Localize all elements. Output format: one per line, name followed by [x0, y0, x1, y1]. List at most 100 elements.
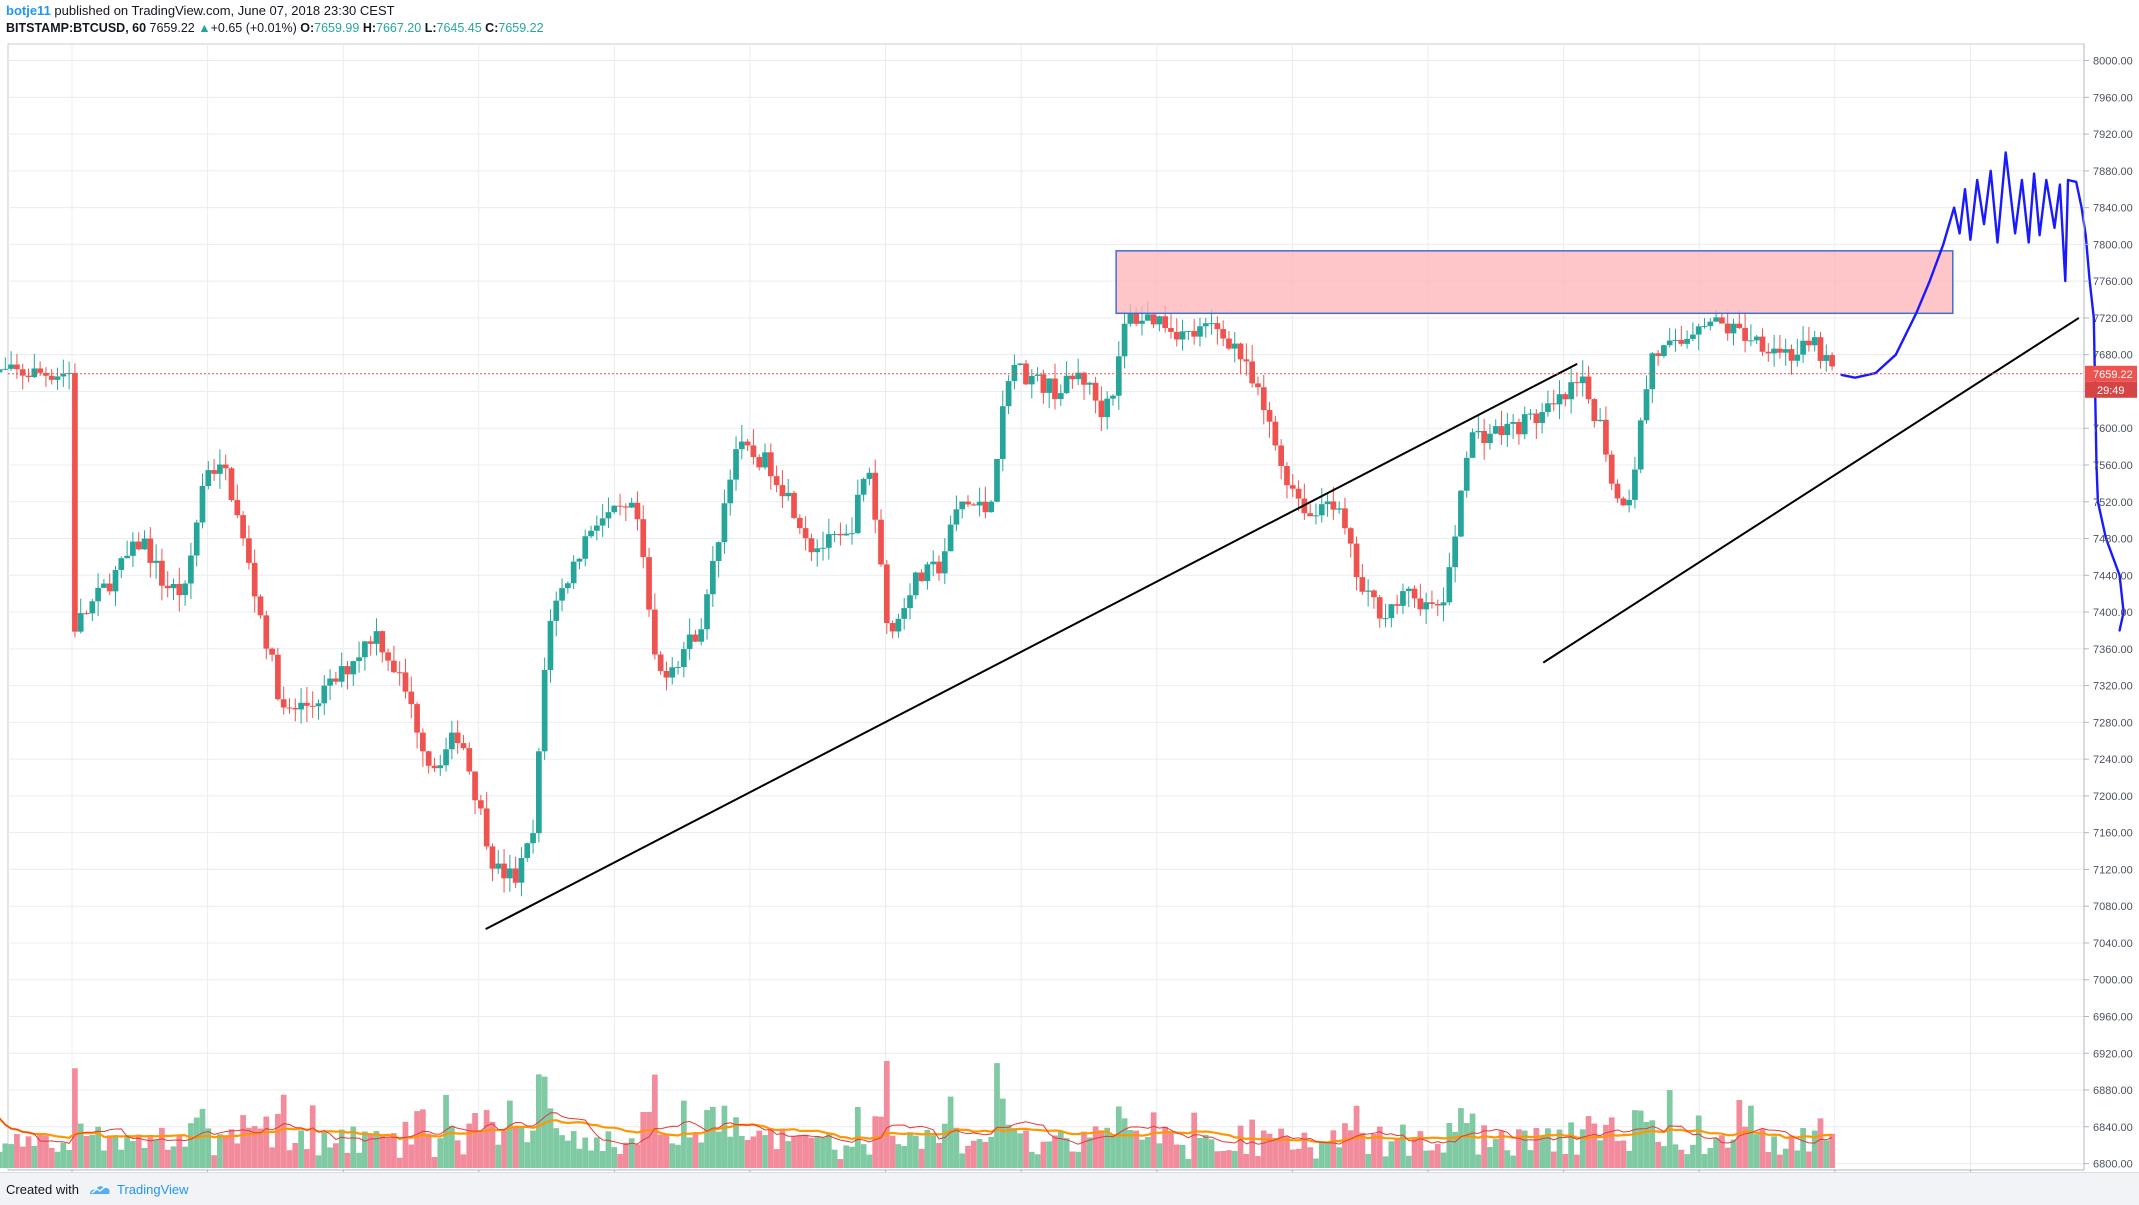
- volume-bar: [820, 1137, 826, 1168]
- volume-bar: [611, 1147, 618, 1168]
- candle-body: [1545, 403, 1551, 413]
- volume-bar: [1672, 1144, 1679, 1168]
- candle-body: [315, 703, 322, 707]
- volume-bar: [72, 1068, 78, 1168]
- volume-bar: [25, 1136, 32, 1168]
- volume-bar: [675, 1144, 681, 1168]
- candle-body: [878, 519, 884, 565]
- candle-body: [1011, 364, 1018, 382]
- volume-bar: [715, 1131, 722, 1168]
- volume-bar: [663, 1134, 670, 1168]
- candle-body: [222, 464, 229, 469]
- price-chart[interactable]: 6800.00 6840.00 6880.00 6920.00 6960.00 7000.…: [0, 40, 2139, 1172]
- time-axis[interactable]: 262728293031Jun23456789: [8, 1169, 2084, 1172]
- volume-bar: [1301, 1132, 1308, 1168]
- candle-body: [1556, 394, 1563, 405]
- author-link[interactable]: botje11: [6, 3, 51, 18]
- candle-body: [1829, 355, 1835, 367]
- volume-bar: [593, 1137, 600, 1168]
- candle-body: [698, 629, 705, 642]
- candle-body: [1655, 353, 1661, 357]
- volume-bar: [1330, 1130, 1337, 1168]
- volume-bar: [217, 1134, 223, 1168]
- candle-body: [344, 666, 351, 675]
- candle-body: [420, 732, 426, 752]
- volume-bar: [1150, 1112, 1157, 1168]
- volume-bar: [495, 1144, 502, 1168]
- volume-bar: [1185, 1158, 1192, 1168]
- volume-bar: [1614, 1141, 1621, 1168]
- volume-bar: [1765, 1152, 1772, 1168]
- volume-bar: [460, 1154, 467, 1168]
- candle-body: [704, 594, 710, 630]
- candle-body: [1365, 590, 1371, 592]
- candle-body: [1394, 604, 1400, 606]
- price-tick-label: 7000.00: [2093, 975, 2133, 987]
- volume-bar: [1092, 1126, 1099, 1168]
- candle-body: [443, 749, 449, 766]
- candle-body: [1168, 328, 1174, 332]
- volume-bar: [315, 1155, 322, 1168]
- countdown-badge-bg: [2085, 381, 2137, 398]
- volume-bar: [1371, 1133, 1377, 1168]
- volume-bar: [1527, 1150, 1534, 1168]
- price-axis[interactable]: 6800.00 6840.00 6880.00 6920.00 6960.00 7000.…: [2083, 44, 2133, 1171]
- tradingview-brand-link[interactable]: TradingView: [117, 1182, 189, 1197]
- candle-body: [118, 558, 125, 570]
- volume-bar: [1336, 1147, 1343, 1168]
- volume-bar: [1040, 1141, 1047, 1168]
- volume-bar: [1539, 1135, 1545, 1168]
- candle-body: [1695, 326, 1702, 335]
- candle-body: [820, 547, 826, 549]
- candle-body: [1597, 419, 1603, 422]
- candle-body: [362, 641, 368, 658]
- volume-bar: [1632, 1110, 1638, 1168]
- candle-body: [762, 452, 768, 468]
- candle-body: [391, 660, 397, 673]
- candle-body: [1063, 375, 1070, 394]
- candle-body: [1440, 602, 1447, 606]
- volume-bar: [1023, 1130, 1029, 1168]
- price-tick-label: 6920.00: [2093, 1048, 2133, 1060]
- volume-bar: [101, 1150, 107, 1168]
- candle-body: [1666, 340, 1673, 346]
- candle-body: [483, 808, 490, 847]
- candle-body: [889, 623, 896, 632]
- candle-body: [837, 533, 844, 536]
- volume-bar: [646, 1111, 652, 1168]
- candle-body: [385, 652, 391, 661]
- candle-body: [437, 765, 444, 769]
- candle-body: [1817, 337, 1824, 361]
- candle-body: [257, 596, 264, 616]
- candle-body: [918, 572, 925, 582]
- volume-bar: [1788, 1135, 1795, 1168]
- volume-bar: [164, 1149, 171, 1168]
- candle-body: [646, 557, 652, 610]
- volume-bar: [994, 1063, 1000, 1168]
- volume-bar: [147, 1137, 154, 1168]
- volume-bar: [744, 1140, 751, 1168]
- volume-bar: [605, 1131, 612, 1168]
- trendline: [1542, 317, 2080, 664]
- candle-body: [994, 459, 1000, 502]
- candle-body: [1324, 501, 1331, 505]
- volume-bar: [1226, 1150, 1232, 1168]
- volume-bar: [1324, 1141, 1331, 1168]
- volume-bar: [379, 1135, 386, 1168]
- candle-body: [1226, 338, 1232, 349]
- candle-body: [1458, 490, 1464, 537]
- candle-body: [570, 561, 577, 584]
- candle-body: [709, 561, 716, 595]
- candle-body: [912, 572, 919, 596]
- volume-bar: [483, 1110, 490, 1168]
- price-tick-label: 6800.00: [2093, 1159, 2133, 1171]
- candle-body: [454, 732, 461, 744]
- volume-bar: [176, 1134, 183, 1168]
- volume-bar: [970, 1140, 977, 1168]
- candle-body: [1434, 604, 1441, 606]
- candle-body: [112, 569, 119, 592]
- volume-bar: [1098, 1130, 1105, 1168]
- volume-bar: [1173, 1144, 1180, 1168]
- volume-bar: [77, 1123, 84, 1168]
- candle-body: [106, 583, 113, 592]
